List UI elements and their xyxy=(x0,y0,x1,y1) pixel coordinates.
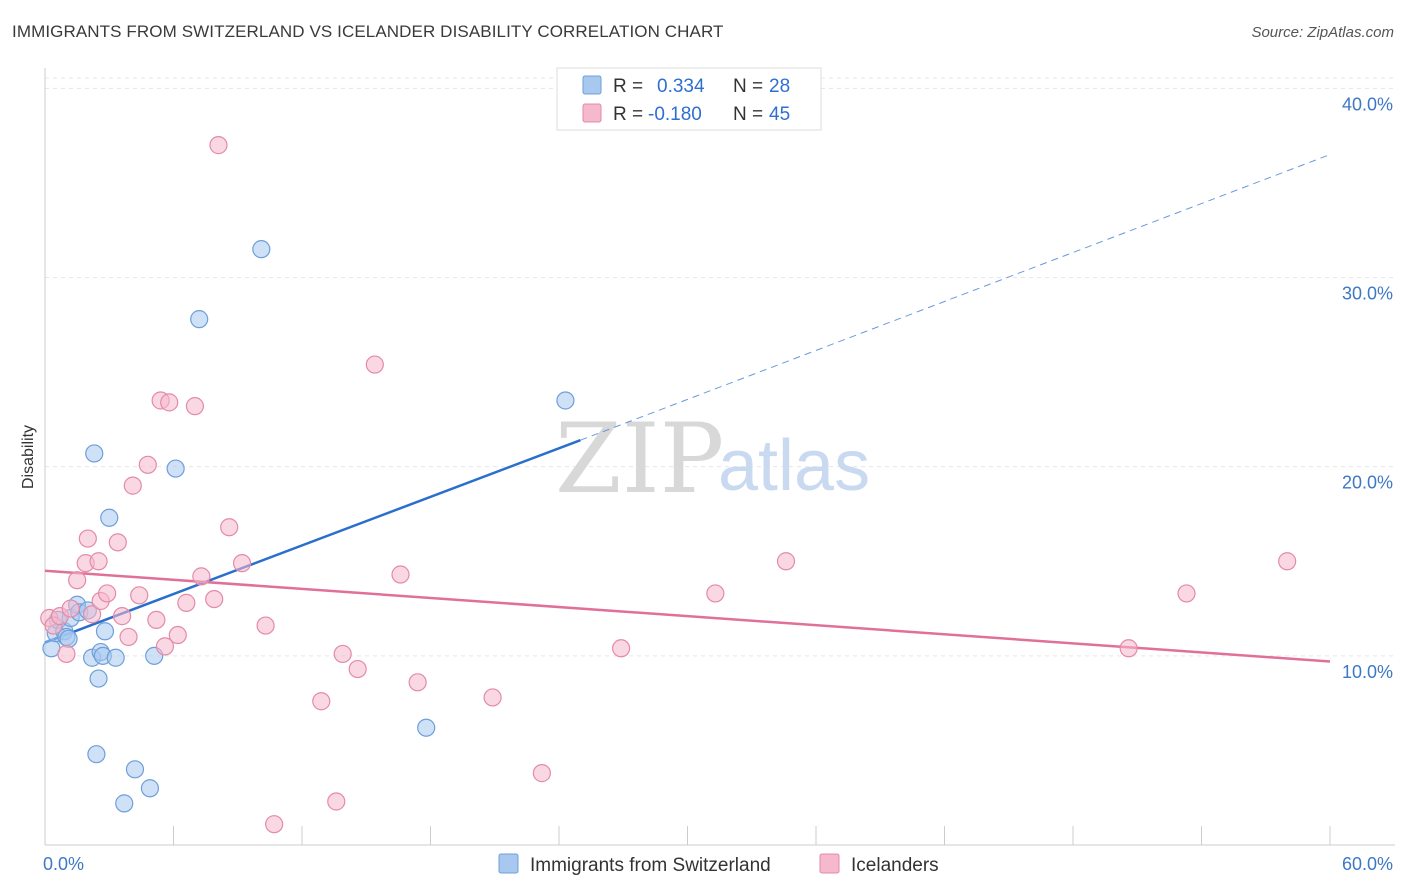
axes xyxy=(44,68,1395,846)
point-icelanders-29 xyxy=(232,554,252,573)
watermark-zip: ZIP xyxy=(555,403,724,515)
legend-r-label: R = xyxy=(613,76,643,97)
point-icelanders-32 xyxy=(312,692,331,711)
point-icelanders-27 xyxy=(209,136,228,155)
point-icelanders-15 xyxy=(123,476,142,495)
point-icelanders-37 xyxy=(391,565,410,584)
point-switzerland-26 xyxy=(417,718,436,737)
legend-r-label: R = xyxy=(613,104,643,125)
legend-n-value: 28 xyxy=(769,76,790,97)
legend-swatch-blue xyxy=(582,75,602,95)
point-icelanders-36 xyxy=(365,355,384,374)
legend-r-value: -0.180 xyxy=(648,104,702,125)
point-icelanders-24 xyxy=(185,397,205,416)
point-icelanders-7 xyxy=(78,529,97,548)
point-icelanders-35 xyxy=(348,659,367,679)
trend-extension-switzerland xyxy=(580,154,1331,441)
point-icelanders-16 xyxy=(130,586,149,605)
y-tick-label-0: 10.0% xyxy=(1342,662,1393,682)
point-switzerland-18 xyxy=(106,648,125,667)
point-icelanders-4 xyxy=(61,599,80,618)
point-icelanders-26 xyxy=(205,589,224,609)
bottom-legend-swatch-blue xyxy=(498,853,519,874)
point-icelanders-39 xyxy=(483,688,502,707)
legend-n-value: 45 xyxy=(769,104,790,125)
point-icelanders-17 xyxy=(138,455,157,474)
data-points xyxy=(40,136,1297,834)
point-icelanders-30 xyxy=(256,616,275,635)
bottom-legend-label-switzerland: Immigrants from Switzerland xyxy=(530,855,771,876)
y-tick-label-1: 20.0% xyxy=(1342,473,1393,493)
point-icelanders-28 xyxy=(220,518,239,537)
point-icelanders-38 xyxy=(408,673,427,692)
point-switzerland-11 xyxy=(85,444,104,463)
y-tick-label-2: 30.0% xyxy=(1342,284,1393,304)
point-icelanders-5 xyxy=(68,571,87,590)
bottom-legend-swatch-pink xyxy=(819,853,840,874)
bottom-legend: Immigrants from Switzerland Icelanders xyxy=(498,853,939,876)
y-axis-label: Disability xyxy=(20,425,37,489)
watermark: ZIP atlas xyxy=(555,403,870,515)
legend-r-value: 0.334 xyxy=(657,76,705,97)
point-switzerland-27 xyxy=(556,391,575,410)
point-icelanders-41 xyxy=(612,639,631,658)
tick-labels: 10.0% 20.0% 30.0% 40.0% 0.0% 60.0% xyxy=(43,94,1393,874)
point-icelanders-45 xyxy=(1177,584,1196,603)
point-icelanders-46 xyxy=(1278,552,1297,571)
point-switzerland-23 xyxy=(166,459,185,478)
point-icelanders-21 xyxy=(160,393,179,412)
point-switzerland-25 xyxy=(252,240,271,259)
point-icelanders-14 xyxy=(119,627,138,647)
point-icelanders-33 xyxy=(327,792,346,811)
point-icelanders-11 xyxy=(98,584,117,603)
point-icelanders-13 xyxy=(112,607,132,626)
point-switzerland-24 xyxy=(190,310,209,329)
legend: R = 0.334 N = 28 R = -0.180 N = 45 xyxy=(556,67,822,131)
watermark-atlas: atlas xyxy=(718,426,870,506)
point-icelanders-20 xyxy=(155,637,175,656)
point-switzerland-17 xyxy=(100,508,119,527)
point-switzerland-20 xyxy=(125,760,145,779)
chart-title: IMMIGRANTS FROM SWITZERLAND VS ICELANDER… xyxy=(12,22,724,41)
point-icelanders-31 xyxy=(265,815,284,834)
point-icelanders-34 xyxy=(333,644,352,664)
point-icelanders-42 xyxy=(706,584,725,603)
point-icelanders-12 xyxy=(108,533,127,552)
trend-line-icelanders xyxy=(44,569,1331,663)
point-icelanders-3 xyxy=(57,644,76,664)
bottom-legend-label-icelanders: Icelanders xyxy=(851,855,939,876)
point-icelanders-40 xyxy=(532,764,551,783)
legend-n-label: N = xyxy=(733,76,763,97)
point-switzerland-13 xyxy=(89,669,108,688)
trend-lines xyxy=(44,154,1331,663)
point-switzerland-12 xyxy=(87,745,106,764)
point-switzerland-21 xyxy=(140,779,160,798)
x-tick-label-0: 0.0% xyxy=(43,854,84,874)
x-tick-label-1: 60.0% xyxy=(1342,854,1393,874)
point-icelanders-18 xyxy=(147,610,166,630)
point-icelanders-43 xyxy=(776,552,796,571)
point-switzerland-5 xyxy=(59,629,78,648)
point-icelanders-25 xyxy=(192,567,211,586)
point-icelanders-22 xyxy=(168,625,187,645)
point-switzerland-16 xyxy=(95,622,115,641)
point-icelanders-8 xyxy=(83,605,102,624)
source-label: Source: ZipAtlas.com xyxy=(1251,24,1394,41)
point-icelanders-9 xyxy=(89,552,108,571)
legend-n-label: N = xyxy=(733,104,763,125)
legend-swatch-pink xyxy=(582,103,602,123)
point-icelanders-23 xyxy=(177,593,196,612)
point-switzerland-19 xyxy=(115,794,134,813)
trend-line-switzerland xyxy=(44,439,581,644)
point-icelanders-44 xyxy=(1119,639,1138,658)
y-tick-label-3: 40.0% xyxy=(1342,94,1393,114)
